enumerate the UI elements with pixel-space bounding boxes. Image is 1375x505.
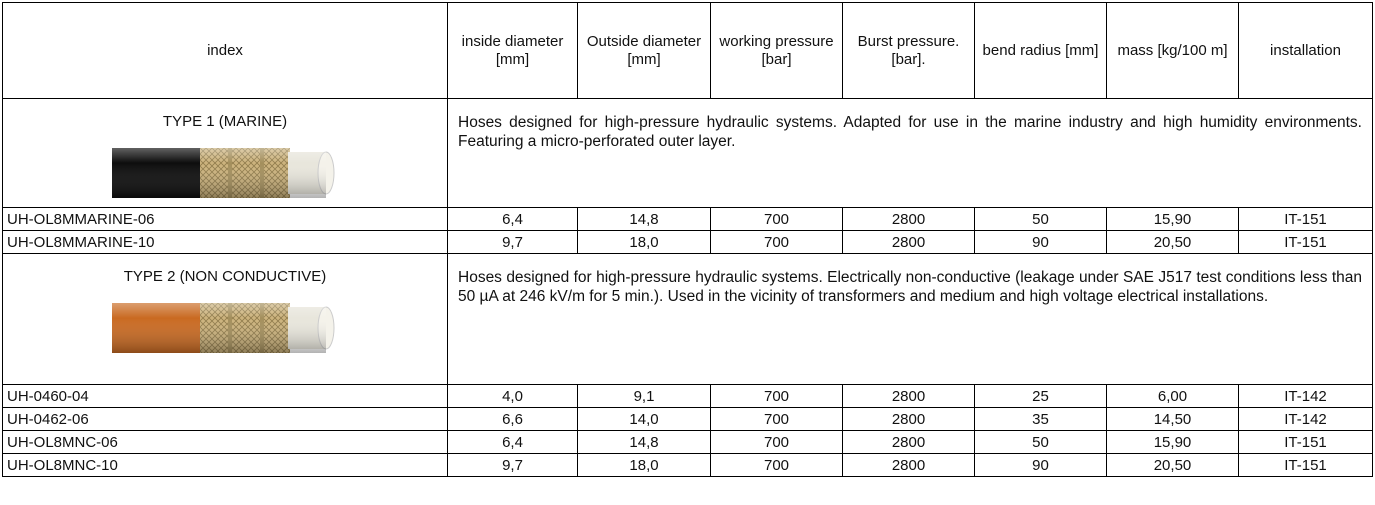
value-cell: 4,0: [448, 385, 578, 408]
hose-image: [110, 297, 340, 359]
index-cell: UH-0462-06: [3, 408, 448, 431]
value-cell: IT-151: [1239, 431, 1373, 454]
section-row: TYPE 2 (NON CONDUCTIVE) Hoses designed f…: [3, 254, 1373, 385]
page: indexinside diameter [mm]Outside diamete…: [0, 0, 1375, 505]
section-row: TYPE 1 (MARINE) Hoses designed for high-…: [3, 99, 1373, 208]
value-cell: IT-151: [1239, 231, 1373, 254]
header-cell: Burst pressure. [bar].: [843, 3, 975, 99]
value-cell: 15,90: [1107, 431, 1239, 454]
value-cell: 14,8: [578, 208, 711, 231]
value-cell: 2800: [843, 431, 975, 454]
section-title: TYPE 2 (NON CONDUCTIVE): [3, 254, 448, 385]
value-cell: 50: [975, 431, 1107, 454]
value-cell: 35: [975, 408, 1107, 431]
header-cell: mass [kg/100 m]: [1107, 3, 1239, 99]
value-cell: 700: [711, 208, 843, 231]
header-cell: inside diameter [mm]: [448, 3, 578, 99]
value-cell: 15,90: [1107, 208, 1239, 231]
value-cell: 20,50: [1107, 454, 1239, 477]
value-cell: 2800: [843, 408, 975, 431]
value-cell: IT-142: [1239, 385, 1373, 408]
value-cell: 25: [975, 385, 1107, 408]
value-cell: IT-151: [1239, 454, 1373, 477]
value-cell: 6,00: [1107, 385, 1239, 408]
section-title: TYPE 1 (MARINE): [3, 99, 448, 208]
value-cell: IT-142: [1239, 408, 1373, 431]
value-cell: 20,50: [1107, 231, 1239, 254]
value-cell: 2800: [843, 454, 975, 477]
value-cell: 9,7: [448, 454, 578, 477]
section-description: Hoses designed for high-pressure hydraul…: [448, 99, 1373, 208]
value-cell: 700: [711, 408, 843, 431]
value-cell: IT-151: [1239, 208, 1373, 231]
value-cell: 14,8: [578, 431, 711, 454]
section-description: Hoses designed for high-pressure hydraul…: [448, 254, 1373, 385]
value-cell: 2800: [843, 385, 975, 408]
value-cell: 14,50: [1107, 408, 1239, 431]
value-cell: 18,0: [578, 454, 711, 477]
value-cell: 6,4: [448, 208, 578, 231]
value-cell: 2800: [843, 231, 975, 254]
value-cell: 6,4: [448, 431, 578, 454]
value-cell: 14,0: [578, 408, 711, 431]
table-body: TYPE 1 (MARINE) Hoses designed for high-…: [3, 99, 1373, 477]
header-cell: installation: [1239, 3, 1373, 99]
value-cell: 700: [711, 431, 843, 454]
header-cell: working pressure [bar]: [711, 3, 843, 99]
value-cell: 2800: [843, 208, 975, 231]
index-cell: UH-OL8MMARINE-10: [3, 231, 448, 254]
value-cell: 9,1: [578, 385, 711, 408]
value-cell: 700: [711, 385, 843, 408]
value-cell: 90: [975, 454, 1107, 477]
index-cell: UH-0460-04: [3, 385, 448, 408]
header-cell: bend radius [mm]: [975, 3, 1107, 99]
value-cell: 700: [711, 454, 843, 477]
value-cell: 18,0: [578, 231, 711, 254]
value-cell: 9,7: [448, 231, 578, 254]
header-cell: index: [3, 3, 448, 99]
value-cell: 90: [975, 231, 1107, 254]
index-cell: UH-OL8MNC-10: [3, 454, 448, 477]
value-cell: 700: [711, 231, 843, 254]
index-cell: UH-OL8MMARINE-06: [3, 208, 448, 231]
index-cell: UH-OL8MNC-06: [3, 431, 448, 454]
value-cell: 50: [975, 208, 1107, 231]
header-cell: Outside diameter [mm]: [578, 3, 711, 99]
hose-image: [110, 142, 340, 204]
value-cell: 6,6: [448, 408, 578, 431]
